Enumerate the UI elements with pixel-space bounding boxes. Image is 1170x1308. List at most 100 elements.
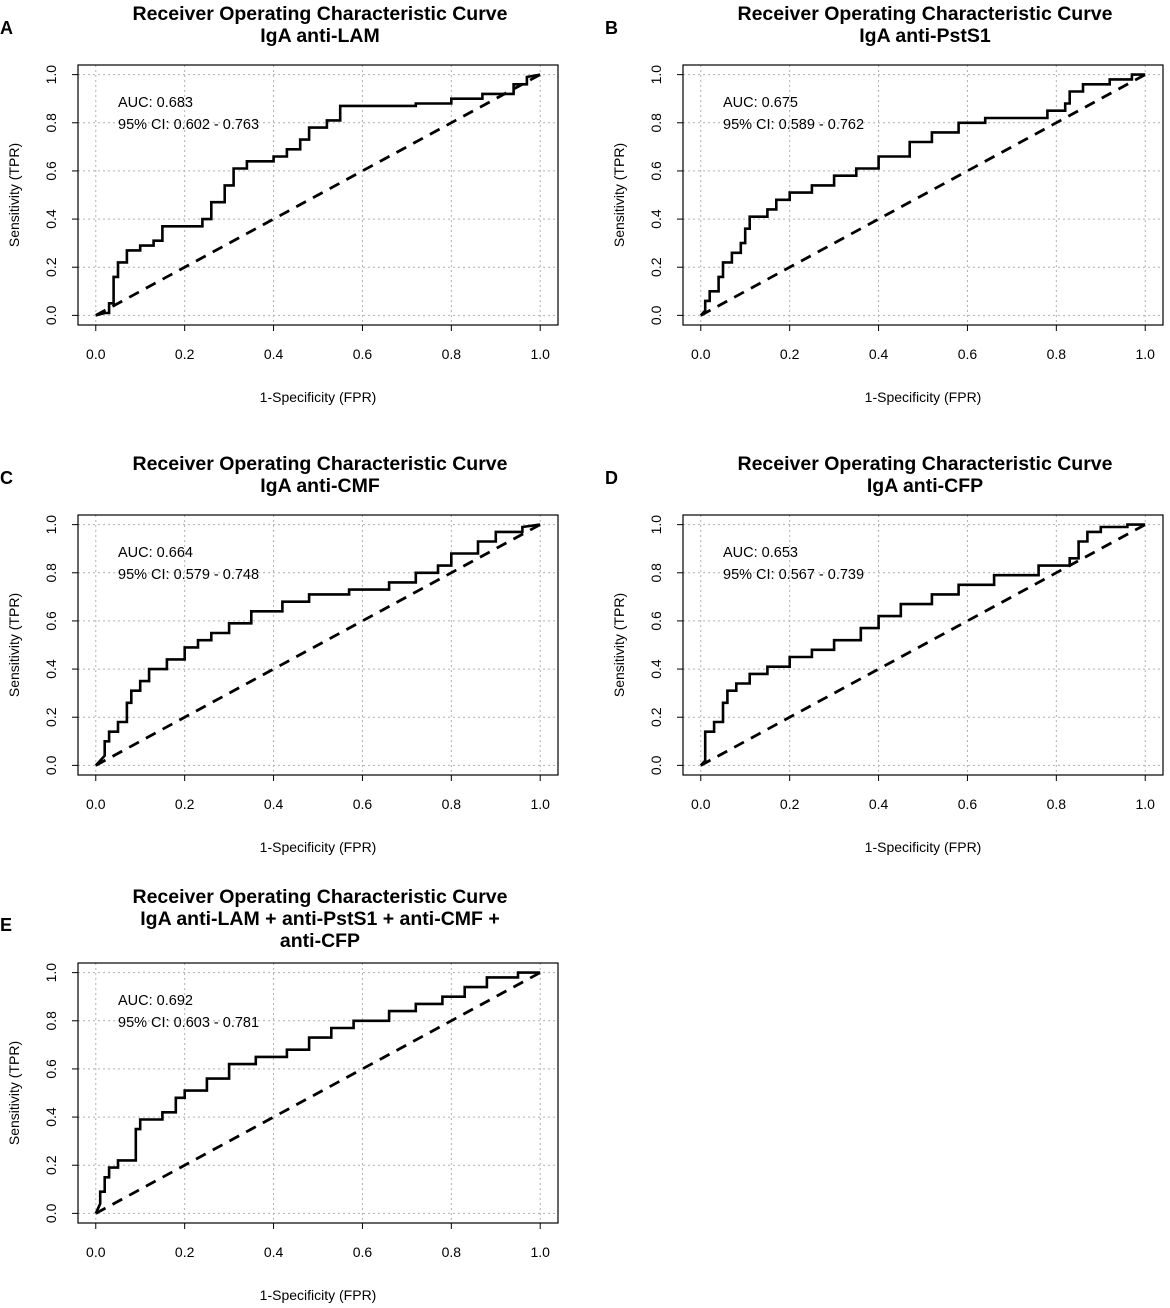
auc-label: AUC: 0.683	[118, 95, 193, 111]
x-tick-label: 0.8	[442, 1244, 462, 1260]
x-tick-label: 0.4	[264, 346, 284, 362]
x-tick-label: 0.8	[442, 796, 462, 812]
y-tick-label: 0.0	[648, 755, 664, 775]
y-tick-label: 0.8	[43, 563, 59, 583]
x-axis-label: 1-Specificity (FPR)	[260, 389, 377, 405]
chance-diagonal-line	[95, 73, 541, 317]
plot-frame	[682, 514, 1164, 776]
grid	[78, 515, 558, 775]
x-tick-label: 0.4	[264, 796, 284, 812]
ci-label: 95% CI: 0.589 - 0.762	[723, 117, 864, 133]
x-tick-label: 0.8	[442, 346, 462, 362]
x-axis: 0.0 0.2 0.4 0.6 0.8 1.0	[691, 325, 1155, 362]
panel-letter: B	[605, 18, 618, 38]
x-tick-label: 0.2	[175, 796, 195, 812]
chart-title-line: Receiver Operating Characteristic Curve	[737, 3, 1113, 25]
grid	[78, 963, 558, 1223]
plot-frame	[682, 64, 1164, 326]
chance-diagonal-line	[95, 523, 541, 767]
plot-frame	[77, 64, 559, 326]
y-tick-label: 1.0	[648, 65, 664, 85]
x-tick-label: 0.2	[175, 1244, 195, 1260]
x-axis: 0.0 0.2 0.4 0.6 0.8 1.0	[691, 775, 1155, 812]
x-tick-label: 0.8	[1047, 796, 1067, 812]
x-tick-label: 0.8	[1047, 346, 1067, 362]
y-axis-label: Sensitivity (TPR)	[611, 143, 627, 247]
y-tick-label: 1.0	[43, 963, 59, 983]
y-tick-label: 0.8	[43, 113, 59, 133]
grid	[78, 65, 558, 325]
x-tick-label: 0.6	[353, 1244, 373, 1260]
chance-diagonal-line	[700, 73, 1146, 317]
y-tick-label: 0.2	[648, 257, 664, 277]
roc-plot: 0.0 0.2 0.4 0.6 0.8 1.0 1-Specificity (FPR) 0.0…	[6, 962, 559, 1303]
x-axis: 0.0 0.2 0.4 0.6 0.8 1.0	[86, 775, 550, 812]
chance-diagonal-line	[95, 971, 541, 1215]
chart-title-line: IgA anti-LAM + anti-PstS1 + anti-CMF +	[140, 908, 500, 930]
y-tick-label: 0.4	[43, 1107, 59, 1127]
y-tick-label: 0.6	[43, 611, 59, 631]
chart-title: Receiver Operating Characteristic Curve …	[685, 453, 1165, 497]
y-tick-label: 1.0	[43, 515, 59, 535]
y-tick-label: 0.0	[43, 305, 59, 325]
y-tick-label: 0.2	[43, 257, 59, 277]
roc-panel-a: A Receiver Operating Characteristic Curv…	[0, 0, 580, 440]
x-tick-label: 0.2	[175, 346, 195, 362]
y-tick-label: 0.2	[43, 707, 59, 727]
x-tick-label: 0.6	[353, 346, 373, 362]
plot-frame	[77, 962, 559, 1224]
panel-letter: A	[0, 18, 13, 38]
roc-curve-line	[699, 523, 1146, 767]
roc-curve-line	[94, 971, 541, 1214]
chance-diagonal-line	[700, 523, 1146, 767]
chart-title-line: Receiver Operating Characteristic Curve	[132, 3, 508, 25]
x-tick-label: 0.4	[264, 1244, 284, 1260]
y-axis: 0.0 0.2 0.4 0.6 0.8 1.0	[43, 65, 78, 325]
roc-curve-line	[699, 73, 1146, 317]
roc-plot: 0.0 0.2 0.4 0.6 0.8 1.0 1-Specificity (FPR) 0.0…	[6, 64, 559, 405]
y-tick-label: 0.0	[648, 305, 664, 325]
grid	[683, 515, 1163, 775]
x-tick-label: 1.0	[530, 346, 550, 362]
x-axis-label: 1-Specificity (FPR)	[260, 839, 377, 855]
grid	[683, 65, 1163, 325]
x-axis-label: 1-Specificity (FPR)	[865, 389, 982, 405]
y-tick-label: 0.4	[43, 659, 59, 679]
y-axis: 0.0 0.2 0.4 0.6 0.8 1.0	[648, 515, 683, 775]
x-tick-label: 0.4	[869, 796, 889, 812]
chart-title: Receiver Operating Characteristic Curve …	[80, 886, 560, 952]
x-tick-label: 0.6	[958, 346, 978, 362]
y-tick-label: 0.4	[43, 209, 59, 229]
y-axis-label: Sensitivity (TPR)	[6, 1041, 22, 1145]
chart-title-line: IgA anti-CFP	[866, 475, 984, 497]
x-axis: 0.0 0.2 0.4 0.6 0.8 1.0	[86, 325, 550, 362]
y-tick-label: 0.6	[43, 1059, 59, 1079]
x-tick-label: 0.4	[869, 346, 889, 362]
y-axis-label: Sensitivity (TPR)	[611, 593, 627, 697]
x-tick-label: 0.6	[958, 796, 978, 812]
chart-title-line: IgA anti-LAM	[260, 25, 380, 47]
x-tick-label: 0.6	[353, 796, 373, 812]
y-tick-label: 0.0	[43, 755, 59, 775]
roc-panel-c: C Receiver Operating Characteristic Curv…	[0, 450, 580, 890]
roc-panel-e: E Receiver Operating Characteristic Curv…	[0, 883, 580, 1308]
ci-label: 95% CI: 0.567 - 0.739	[723, 567, 864, 583]
y-tick-label: 0.6	[648, 611, 664, 631]
chart-title-line: Receiver Operating Characteristic Curve	[132, 453, 508, 475]
y-axis: 0.0 0.2 0.4 0.6 0.8 1.0	[43, 515, 78, 775]
chart-title: Receiver Operating Characteristic Curve …	[80, 3, 560, 47]
x-axis-label: 1-Specificity (FPR)	[865, 839, 982, 855]
chart-title-line: anti-CFP	[279, 930, 361, 952]
panel-letter: D	[605, 468, 618, 488]
x-axis-label: 1-Specificity (FPR)	[260, 1287, 377, 1303]
ci-label: 95% CI: 0.603 - 0.781	[118, 1015, 259, 1031]
y-tick-label: 0.6	[43, 161, 59, 181]
y-tick-label: 0.2	[648, 707, 664, 727]
y-tick-label: 0.6	[648, 161, 664, 181]
x-tick-label: 0.0	[86, 346, 106, 362]
y-tick-label: 0.2	[43, 1155, 59, 1175]
y-axis: 0.0 0.2 0.4 0.6 0.8 1.0	[648, 65, 683, 325]
chart-title-line: IgA anti-PstS1	[859, 25, 991, 47]
auc-label: AUC: 0.664	[118, 545, 193, 561]
x-tick-label: 1.0	[530, 1244, 550, 1260]
